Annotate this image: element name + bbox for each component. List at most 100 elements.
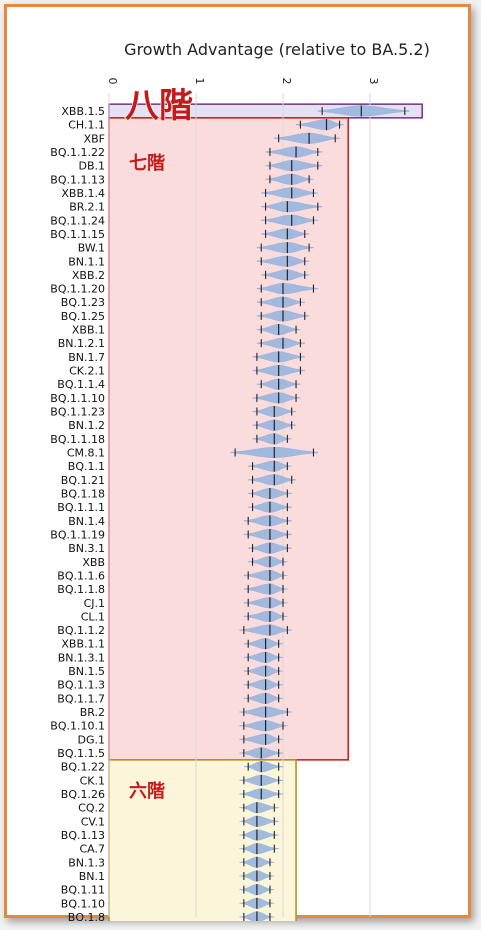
category-label: BQ.1.1.7 [57,692,105,705]
category-label: BQ.1.25 [61,310,105,323]
category-label: CQ.2 [78,802,105,815]
growth-advantage-chart: XBB.1.5CH.1.1XBFBQ.1.1.22DB.1BQ.1.1.13XB… [50,40,430,921]
category-label: BN.1.4 [68,515,105,528]
violin [261,269,310,281]
category-label: BQ.1.8 [68,911,105,921]
category-label: CK.1 [80,774,105,787]
category-label: CL.1 [81,610,105,623]
category-label: BR.2 [80,706,105,719]
violin [265,173,314,185]
x-tick-label: 0 [106,78,119,85]
category-label: BN.1.2.1 [58,337,105,350]
category-label: BQ.1.1.8 [57,583,105,596]
category-label: BQ.1.23 [61,296,105,309]
category-label: BN.1.1 [68,255,105,268]
category-label: BQ.1.26 [61,788,105,801]
category-label: BQ.1.22 [61,761,105,774]
category-label: BN.1.2 [68,419,105,432]
category-label: BQ.1.1.22 [50,146,105,159]
category-label: BQ.1.1.18 [50,433,105,446]
violin [243,569,288,581]
category-label: CJ.1 [84,597,105,610]
category-label: BQ.1.10 [61,897,105,910]
category-label: XBB [82,556,105,569]
category-label: BQ.1.1.5 [57,747,105,760]
tier-label-2: 七階 [129,153,165,174]
category-label: XBB.1.1 [61,638,105,651]
category-label: BQ.1.1.2 [57,624,105,637]
tier-label-3: 六階 [129,780,165,802]
category-label: BQ.1.1.10 [50,392,105,405]
category-label: XBF [84,132,105,145]
x-tick-labels: 0 1 2 3 [106,78,380,85]
violin-series [230,105,410,921]
violin [243,651,284,663]
violin [243,583,288,595]
x-tick-label: 1 [193,78,206,85]
violin [247,556,288,568]
violin [247,474,297,486]
tier-box-2 [108,117,350,761]
category-label: CH.1.1 [68,119,105,132]
category-label: BQ.1.18 [61,487,105,500]
category-label: DB.1 [78,160,105,173]
category-label: BQ.1.1.1 [57,501,105,514]
violin [261,201,323,213]
category-label: BQ.1.10.1 [50,720,105,733]
violin [256,283,318,295]
tier-boxes [108,103,424,921]
category-labels: XBB.1.5CH.1.1XBFBQ.1.1.22DB.1BQ.1.1.13XB… [50,105,105,921]
violin [252,433,292,445]
violin [247,460,292,472]
violin [243,597,288,609]
violin [243,761,284,773]
violin [243,692,284,704]
category-label: BN.1 [79,870,105,883]
violin [243,665,284,677]
category-label: BN.1.7 [68,351,105,364]
tier-box-3 [108,759,297,921]
violin [239,829,279,841]
violin [295,119,345,131]
category-label: CA.7 [79,843,105,856]
category-label: BQ.1.11 [61,884,105,897]
category-label: CV.1 [81,815,105,828]
category-label: BQ.1.1.23 [50,406,105,419]
category-label: XBB.1.5 [61,105,105,118]
violin [239,733,284,745]
category-label: BQ.1.1.19 [50,528,105,541]
tier-label-1: 八階 [125,86,193,126]
violin [261,214,318,226]
category-label: BR.2.1 [69,201,105,214]
violin [243,679,284,691]
violin [274,132,340,144]
category-label: DG.1 [78,733,106,746]
category-label: BW.1 [78,242,105,255]
x-tick-label: 2 [280,78,293,85]
violin [252,392,301,404]
chart-frame: XBB.1.5 CH.1.1 XBF BQ.1.1.22 DB.1 BQ.1.1.13 XB… [4,4,471,921]
violin [243,515,292,527]
category-label: BN.1.3 [68,856,105,869]
category-label: BQ.1.21 [61,474,105,487]
category-label: XBB.1.4 [61,187,105,200]
violin [239,815,279,827]
category-label: BQ.1.1.15 [50,228,105,241]
violin [243,610,288,622]
category-label: BN.1.3.1 [58,651,105,664]
violin [256,255,310,267]
x-tick-label: 3 [367,78,380,85]
category-label: BQ.1.1.4 [57,378,105,391]
category-label: BQ.1.1.13 [50,173,105,186]
violin [256,242,314,254]
violin [243,529,292,541]
category-label: XBB.1 [72,324,105,337]
violin [261,228,310,240]
violin [265,160,323,172]
category-label: BQ.1.1 [68,460,105,473]
violin [256,296,305,308]
chart-title: Growth Advantage (relative to BA.5.2) [124,40,430,59]
category-label: BQ.1.13 [61,829,105,842]
violin [317,105,410,117]
